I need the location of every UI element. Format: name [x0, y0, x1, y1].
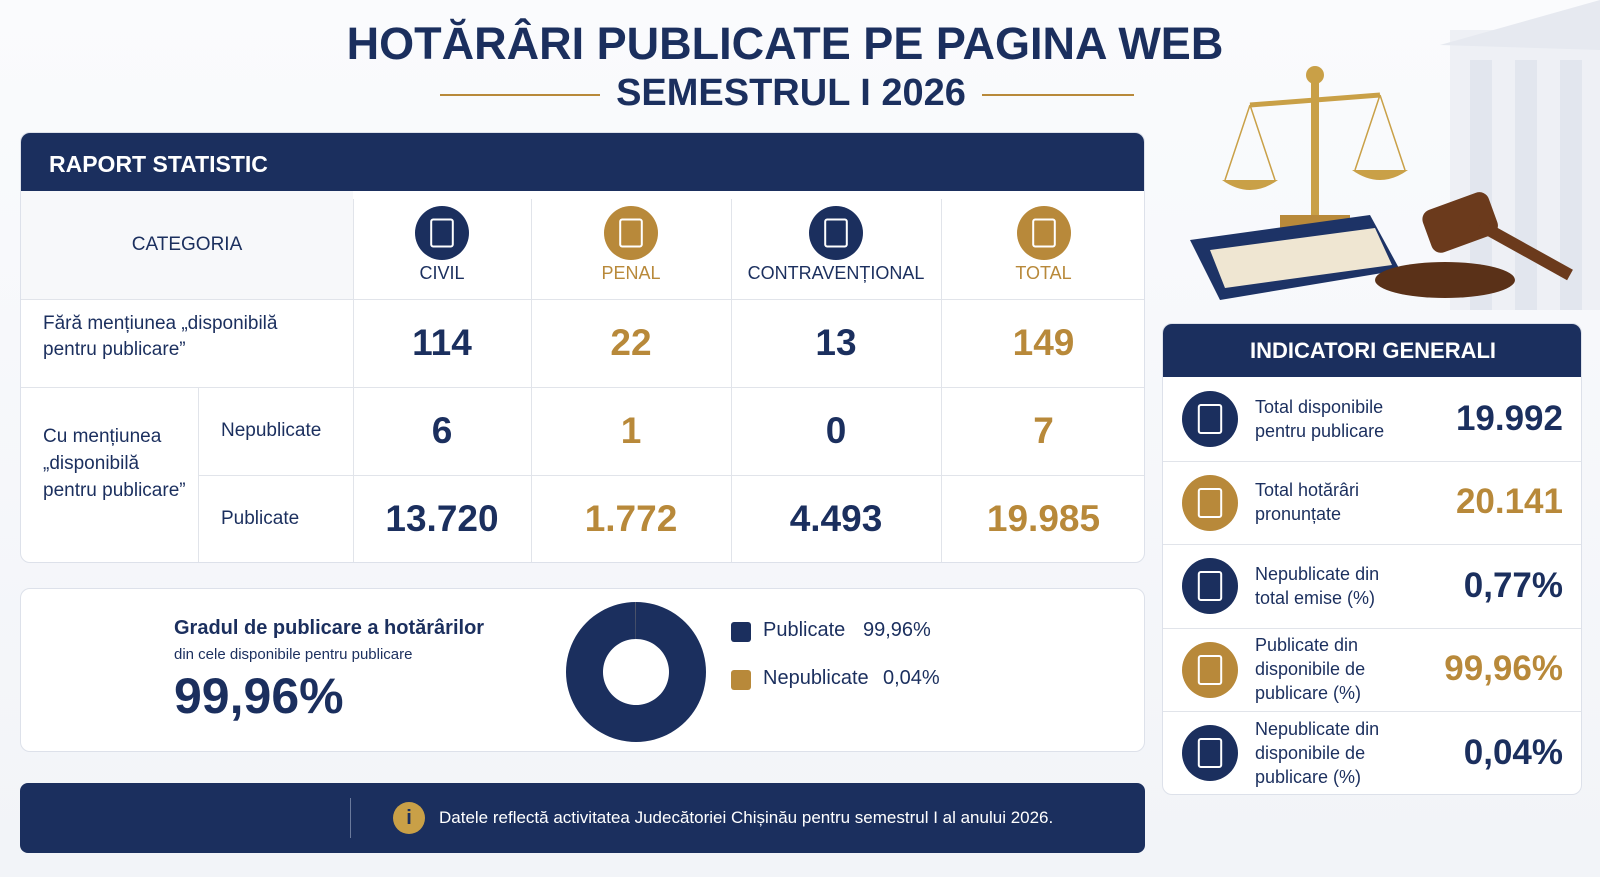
chart-panel: Gradul de publicare a hotărârilor din ce… [20, 588, 1145, 752]
table-rule [941, 199, 942, 562]
icon-glyph [1197, 654, 1223, 685]
legend-label: Nepublicate [763, 667, 869, 689]
icon-circle [1182, 474, 1238, 531]
column-label: PENAL [601, 263, 661, 283]
title-rule [982, 94, 1134, 96]
table-value: 7 [1033, 410, 1054, 451]
legend-value: 0,04% [883, 667, 940, 689]
table-rule [353, 199, 354, 562]
indicators-panel: INDICATORI GENERALI Total disponibile pe… [1162, 323, 1582, 795]
icon-glyph [1197, 404, 1223, 434]
icon-glyph [1197, 738, 1223, 768]
legend-value: 99,96% [863, 619, 931, 641]
group-label: Cu mențiunea „disponibilă pentru publica… [43, 426, 186, 501]
chart-subtitle: din cele disponibile pentru publicare [174, 646, 413, 663]
icon-circle [1182, 725, 1238, 781]
row-label: Nepublicate [221, 420, 322, 441]
table-value: 0 [825, 410, 847, 451]
report-title: RAPORT STATISTIC [21, 133, 1144, 191]
icon-glyph [824, 218, 848, 248]
icon [1182, 725, 1238, 781]
column-label: TOTAL [1015, 263, 1072, 283]
table-rule [198, 475, 1144, 476]
table-rule [21, 299, 1144, 300]
footer-bar: i Datele reflectă activitatea Judecători… [20, 783, 1145, 853]
row-rule [1163, 627, 1581, 629]
indicator-label: Publicate din disponibile de publicare (… [1255, 635, 1366, 703]
indicators-title: INDICATORI GENERALI [1163, 324, 1581, 377]
icon-glyph [1197, 571, 1223, 601]
row-label: Publicate [221, 508, 300, 529]
table-value: 114 [412, 322, 472, 363]
icon-circle [809, 206, 863, 260]
chart-title: Gradul de publicare a hotărârilor [174, 617, 485, 639]
table-rule [21, 387, 1144, 388]
icon-glyph [430, 218, 454, 248]
indicator-value: 0,04% [1463, 732, 1563, 772]
table-value: 1.772 [584, 498, 678, 539]
icon [1182, 474, 1238, 531]
row-rule [1163, 544, 1581, 545]
indicator-label: Nepublicate din total emise (%) [1255, 563, 1380, 608]
legend-swatch [731, 622, 751, 642]
icon [809, 206, 863, 260]
indicator-label: Total hotărâri pronunțate [1255, 480, 1360, 524]
donut-slice [566, 602, 706, 742]
column-label: CONTRAVENȚIONAL [747, 263, 925, 283]
table-value: 13.720 [385, 498, 499, 539]
icon [1182, 641, 1238, 698]
column-header: CATEGORIA [21, 191, 353, 299]
icon-glyph [1031, 218, 1056, 248]
table-value: 6 [431, 410, 453, 451]
table-value: 1 [620, 410, 642, 451]
donut-chart [566, 602, 706, 742]
legend-swatch [731, 670, 751, 690]
legend-label: Publicate [763, 619, 846, 641]
table-value: 149 [1012, 322, 1075, 363]
indicator-value: 20.141 [1455, 482, 1563, 521]
legend: Publicate 99,96% Nepublicate 0,04% [731, 619, 1031, 729]
icon [604, 206, 658, 260]
column-label: CIVIL [419, 263, 465, 283]
icon-circle [1182, 641, 1238, 698]
page-subtitle: SEMESTRUL I 2026 [616, 72, 966, 114]
table-value: 22 [610, 322, 652, 363]
table-rule [531, 199, 532, 562]
table-rule [731, 199, 732, 562]
info-icon: i [393, 802, 425, 834]
indicator-label: Nepublicate din disponibile de publicare… [1255, 718, 1380, 787]
icon-glyph [1197, 487, 1223, 518]
page-title: HOTĂRÂRI PUBLICATE PE PAGINA WEB [346, 18, 1224, 69]
icon-circle [1182, 558, 1238, 614]
icon-glyph [619, 218, 643, 248]
indicator-value: 19.992 [1455, 398, 1563, 438]
icon-circle [604, 206, 658, 260]
table-rule [198, 387, 199, 562]
footer-note: Datele reflectă activitatea Judecătoriei… [439, 808, 1054, 827]
table-value: 19.985 [986, 498, 1101, 539]
row-label: Fără mențiunea „disponibilă pentru publi… [43, 313, 278, 360]
icon-circle [415, 206, 469, 260]
icon [1016, 206, 1071, 260]
headline-value: 99,96% [174, 668, 344, 724]
table-value: 13 [815, 322, 857, 363]
icon [1182, 558, 1238, 614]
icon-circle [1182, 391, 1238, 447]
indicator-value: 99,96% [1444, 649, 1563, 688]
indicator-label: Total disponibile pentru publicare [1255, 396, 1385, 441]
justice-illustration [1190, 0, 1600, 310]
divider [350, 798, 351, 838]
icon [1182, 391, 1238, 447]
row-rule [1163, 460, 1581, 462]
icon [415, 206, 469, 260]
title-rule [440, 94, 600, 96]
indicator-value: 0,77% [1463, 565, 1563, 605]
report-panel: RAPORT STATISTIC CATEGORIA CIVIL PENAL CONT… [20, 132, 1145, 563]
table-value: 4.493 [789, 498, 883, 539]
icon-circle [1016, 206, 1071, 260]
row-rule [1163, 711, 1581, 712]
